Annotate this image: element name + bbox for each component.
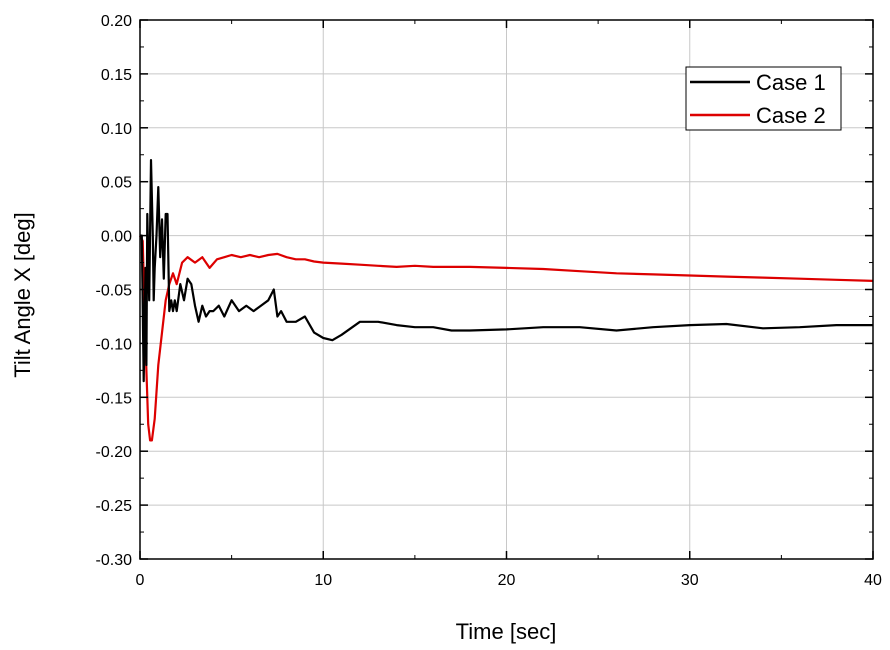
y-tick-label: 0.05 xyxy=(101,175,132,192)
y-tick-label: 0.20 xyxy=(101,13,132,30)
y-tick-label: -0.05 xyxy=(96,283,133,300)
axis-tick-labels: 0 10 20 30 40 -0.30 -0.25 -0.20 -0.15 -0.10 -0.05 0… xyxy=(96,13,882,589)
legend: Case 1 Case 2 xyxy=(685,66,842,131)
axis-ticks xyxy=(139,19,874,560)
legend-box xyxy=(685,66,842,131)
x-tick-label: 10 xyxy=(314,572,332,589)
x-tick-label: 20 xyxy=(498,572,516,589)
x-tick-label: 40 xyxy=(864,572,882,589)
y-tick-label: -0.25 xyxy=(96,498,133,515)
y-tick-label: -0.15 xyxy=(96,390,133,407)
series-line-case-2 xyxy=(139,235,874,442)
y-tick-label: -0.30 xyxy=(96,552,133,569)
y-tick-label: -0.10 xyxy=(96,336,133,353)
series-line-case-1 xyxy=(140,159,873,383)
y-tick-label: 0.00 xyxy=(101,229,132,246)
x-axis-title: Time [sec] xyxy=(456,619,557,644)
legend-label-case-2: Case 2 xyxy=(756,103,826,128)
legend-label-case-1: Case 1 xyxy=(756,70,826,95)
y-tick-label: 0.15 xyxy=(101,67,132,84)
series-layer xyxy=(139,159,874,442)
y-tick-label: -0.20 xyxy=(96,444,133,461)
y-tick-label: 0.10 xyxy=(101,121,132,138)
x-tick-label: 30 xyxy=(681,572,699,589)
x-tick-label: 0 xyxy=(136,572,145,589)
y-axis-title: Tilt Angle X [deg] xyxy=(10,212,35,378)
